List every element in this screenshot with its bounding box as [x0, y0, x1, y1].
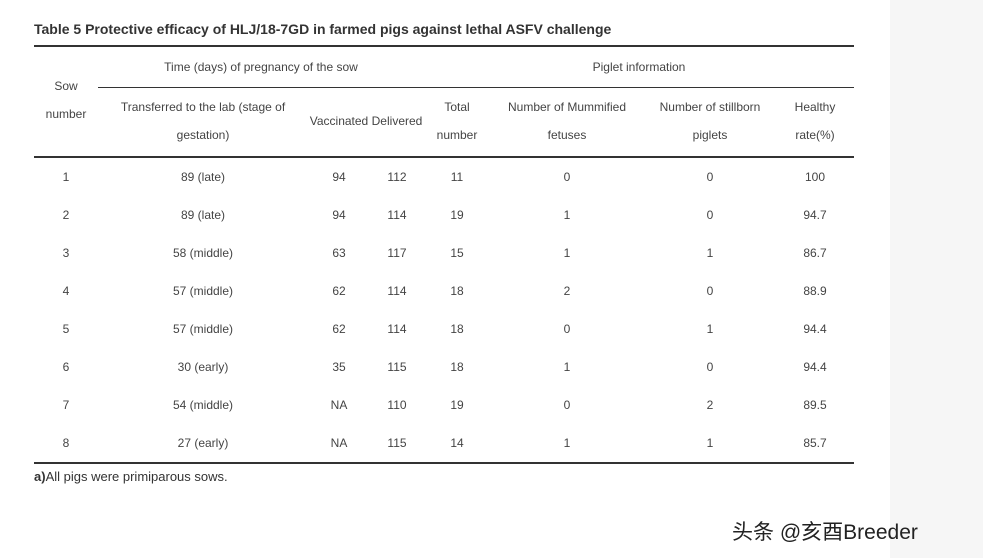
watermark-text: 头条 @亥酉Breeder	[732, 521, 918, 544]
cell-sow: 1	[62, 170, 70, 184]
cell-delivered: 114	[387, 208, 407, 222]
cell-healthy: 85.7	[803, 436, 827, 450]
header-stillborn: Number of stillborn piglets	[644, 93, 776, 149]
table-footnote: a)All pigs were primiparous sows.	[34, 469, 228, 484]
cell-mummified: 1	[563, 208, 571, 222]
cell-healthy: 86.7	[803, 246, 827, 260]
header-time-group: Time (days) of pregnancy of the sow	[164, 60, 358, 74]
cell-transferred: 57 (middle)	[172, 284, 234, 298]
cell-healthy: 100	[804, 170, 826, 184]
header-stillborn-line2: piglets	[692, 128, 728, 142]
header-bottom-rule	[34, 156, 854, 158]
cell-total: 18	[450, 284, 464, 298]
header-total-line1: Total	[444, 100, 470, 114]
cell-delivered: 117	[387, 246, 407, 260]
header-stillborn-line1: Number of stillborn	[659, 100, 761, 114]
cell-mummified: 1	[563, 246, 571, 260]
cell-sow: 8	[62, 436, 70, 450]
cell-vaccinated: NA	[330, 436, 348, 450]
cell-total: 14	[450, 436, 464, 450]
cell-mummified: 2	[563, 284, 571, 298]
table-bottom-rule	[34, 462, 854, 464]
cell-delivered: 114	[387, 284, 407, 298]
header-transferred: Transferred to the lab (stage of gestati…	[98, 93, 308, 149]
cell-sow: 6	[62, 360, 70, 374]
cell-mummified: 0	[563, 398, 571, 412]
cell-healthy: 94.4	[803, 360, 827, 374]
table-top-rule	[34, 45, 854, 47]
cell-vaccinated: 35	[332, 360, 346, 374]
cell-vaccinated: 63	[332, 246, 346, 260]
cell-stillborn: 0	[706, 208, 714, 222]
cell-healthy: 94.7	[803, 208, 827, 222]
cell-transferred: 89 (late)	[180, 208, 226, 222]
right-margin-panel	[890, 0, 983, 558]
cell-total: 19	[450, 398, 464, 412]
cell-delivered: 115	[387, 360, 407, 374]
cell-total: 18	[450, 322, 464, 336]
cell-transferred: 89 (late)	[180, 170, 226, 184]
cell-delivered: 114	[387, 322, 407, 336]
cell-sow: 3	[62, 246, 70, 260]
cell-sow: 7	[62, 398, 70, 412]
header-delivered: Delivered	[371, 114, 423, 128]
header-total-line2: number	[436, 128, 478, 142]
cell-healthy: 94.4	[803, 322, 827, 336]
cell-total: 18	[450, 360, 464, 374]
cell-total: 15	[450, 246, 464, 260]
header-total: Total number	[424, 93, 490, 149]
header-mummified: Number of Mummified fetuses	[490, 93, 644, 149]
header-transferred-line1: Transferred to the lab (stage of	[120, 100, 286, 114]
header-piglet-group: Piglet information	[592, 60, 686, 74]
cell-sow: 5	[62, 322, 70, 336]
group-header-rule	[98, 87, 854, 88]
header-mummified-line1: Number of Mummified	[507, 100, 627, 114]
cell-stillborn: 1	[706, 246, 714, 260]
cell-delivered: 110	[387, 398, 407, 412]
header-sow-line1: Sow	[54, 79, 78, 93]
cell-healthy: 89.5	[803, 398, 827, 412]
cell-mummified: 0	[563, 170, 571, 184]
header-sow-line2: number	[45, 107, 87, 121]
header-vaccinated: Vaccinated	[309, 114, 369, 128]
cell-mummified: 0	[563, 322, 571, 336]
cell-stillborn: 2	[706, 398, 714, 412]
cell-transferred: 54 (middle)	[172, 398, 234, 412]
cell-sow: 2	[62, 208, 70, 222]
header-healthy-line2: rate(%)	[795, 128, 835, 142]
cell-transferred: 30 (early)	[177, 360, 229, 374]
header-healthy-line1: Healthy	[794, 100, 836, 114]
cell-vaccinated: NA	[330, 398, 348, 412]
cell-transferred: 58 (middle)	[172, 246, 234, 260]
cell-vaccinated: 94	[332, 170, 346, 184]
cell-sow: 4	[62, 284, 70, 298]
cell-delivered: 112	[387, 170, 407, 184]
cell-stillborn: 0	[706, 284, 714, 298]
cell-stillborn: 0	[706, 360, 714, 374]
cell-total: 19	[450, 208, 464, 222]
cell-vaccinated: 62	[332, 322, 346, 336]
cell-total: 11	[450, 170, 464, 184]
cell-vaccinated: 62	[332, 284, 346, 298]
cell-transferred: 57 (middle)	[172, 322, 234, 336]
cell-mummified: 1	[563, 360, 571, 374]
cell-mummified: 1	[563, 436, 571, 450]
cell-stillborn: 1	[706, 436, 714, 450]
cell-delivered: 115	[387, 436, 407, 450]
cell-vaccinated: 94	[332, 208, 346, 222]
cell-transferred: 27 (early)	[177, 436, 229, 450]
header-mummified-line2: fetuses	[547, 128, 587, 142]
footnote-text: All pigs were primiparous sows.	[45, 469, 228, 484]
cell-healthy: 88.9	[803, 284, 827, 298]
cell-stillborn: 0	[706, 170, 714, 184]
header-healthy: Healthy rate(%)	[776, 93, 854, 149]
header-transferred-line2: gestation)	[176, 128, 230, 142]
cell-stillborn: 1	[706, 322, 714, 336]
footnote-marker: a)	[34, 469, 46, 484]
header-sow: Sow number	[34, 72, 98, 128]
table-caption: Table 5 Protective efficacy of HLJ/18-7G…	[34, 21, 612, 37]
